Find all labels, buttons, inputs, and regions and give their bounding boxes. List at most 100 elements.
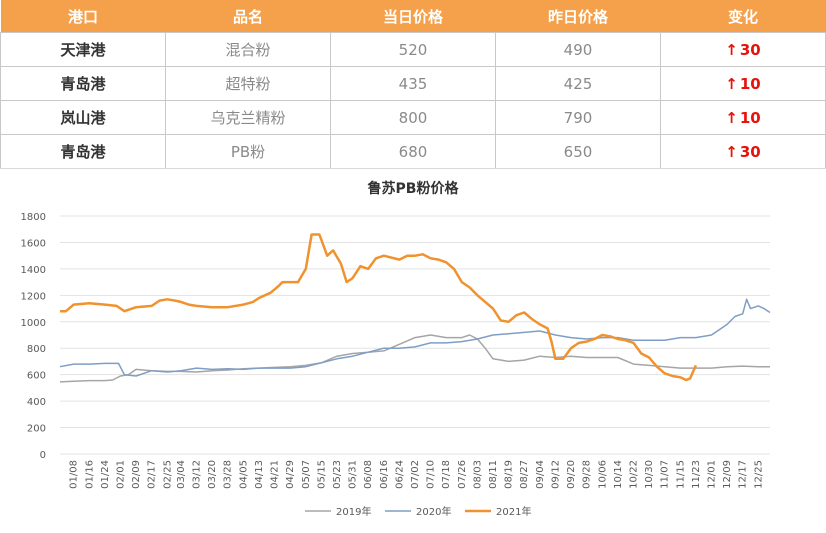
change-cell: ↑ 10 (660, 100, 826, 135)
x-tick-label: 07/26 (457, 460, 468, 489)
port-cell: 青岛港 (0, 134, 166, 169)
x-tick-label: 09/12 (550, 460, 561, 489)
x-tick-label: 03/12 (192, 460, 203, 489)
product-cell: 乌克兰精粉 (165, 100, 331, 135)
x-tick-label: 09/04 (535, 460, 546, 489)
x-tick-label: 05/15 (316, 460, 327, 489)
price-line-chart: 鲁苏PB粉价格 0 200 400 600 800 1000 1200 1400 1600 180… (21, 180, 771, 518)
x-tick-label: 08/11 (488, 460, 499, 489)
header-yesterday-price: 昨日价格 (495, 0, 661, 33)
x-tick-label: 04/21 (270, 460, 281, 489)
x-tick-label: 04/05 (238, 460, 249, 489)
x-tick-label: 02/25 (162, 460, 173, 489)
y-tick-label: 800 (27, 344, 46, 355)
change-cell: ↑ 10 (660, 66, 826, 101)
up-arrow-icon: ↑ (725, 142, 738, 161)
x-tick-label: 06/16 (379, 460, 390, 489)
product-cell: PB粉 (165, 134, 331, 169)
today-price-cell: 800 (330, 100, 496, 135)
yesterday-price-cell: 790 (495, 100, 661, 135)
x-tick-label: 08/27 (519, 460, 530, 489)
port-cell: 青岛港 (0, 66, 166, 101)
x-axis-ticks: 01/08 01/16 01/24 02/01 02/09 02/17 02/25 03/04… (69, 460, 765, 489)
yesterday-price-cell: 425 (495, 66, 661, 101)
x-tick-label: 11/15 (675, 460, 686, 489)
x-tick-label: 01/08 (69, 460, 80, 489)
x-tick-label: 06/24 (394, 460, 405, 489)
today-price-cell: 435 (330, 66, 496, 101)
x-tick-label: 08/03 (472, 460, 483, 489)
change-value: 30 (739, 142, 761, 161)
yesterday-price-cell: 650 (495, 134, 661, 169)
x-tick-label: 05/07 (301, 460, 312, 489)
legend-label: 2019年 (336, 505, 371, 518)
x-tick-label: 03/28 (223, 460, 234, 489)
y-tick-label: 1200 (21, 291, 46, 302)
x-tick-label: 12/01 (706, 460, 717, 489)
header-product: 品名 (165, 0, 331, 33)
y-tick-label: 1600 (21, 238, 46, 249)
x-tick-label: 07/10 (426, 460, 437, 489)
x-tick-label: 12/09 (722, 460, 733, 489)
change-value: 10 (739, 108, 761, 127)
x-tick-label: 08/19 (504, 460, 515, 489)
header-port: 港口 (0, 0, 166, 33)
x-tick-label: 07/18 (441, 460, 452, 489)
product-cell: 超特粉 (165, 66, 331, 101)
y-tick-label: 1400 (21, 265, 46, 276)
x-tick-label: 12/17 (738, 460, 749, 489)
table-row: 青岛港 超特粉 435 425 ↑ 10 (0, 66, 826, 101)
x-tick-label: 07/02 (410, 460, 421, 489)
x-tick-label: 03/20 (207, 460, 218, 489)
up-arrow-icon: ↑ (725, 40, 738, 59)
x-tick-label: 09/28 (582, 460, 593, 489)
legend-label: 2020年 (416, 505, 451, 518)
x-tick-label: 09/20 (566, 460, 577, 489)
y-axis-ticks: 0 200 400 600 800 1000 1200 1400 1600 1800 (21, 212, 46, 461)
y-tick-label: 0 (40, 450, 46, 461)
x-tick-label: 03/04 (176, 460, 187, 489)
yesterday-price-cell: 490 (495, 32, 661, 67)
x-tick-label: 10/06 (597, 460, 608, 489)
x-tick-label: 04/29 (285, 460, 296, 489)
x-tick-label: 02/17 (147, 460, 158, 489)
change-cell: ↑ 30 (660, 134, 826, 169)
x-tick-label: 11/07 (660, 460, 671, 489)
change-value: 10 (739, 74, 761, 93)
x-tick-label: 12/25 (753, 460, 764, 489)
header-change: 变化 (660, 0, 826, 33)
series-line-2020年 (59, 298, 771, 377)
series-lines (59, 233, 771, 383)
y-tick-label: 1800 (21, 212, 46, 223)
y-tick-label: 400 (27, 397, 46, 408)
legend-label: 2021年 (496, 505, 531, 518)
up-arrow-icon: ↑ (725, 108, 738, 127)
y-tick-label: 600 (27, 371, 46, 382)
x-tick-label: 01/16 (84, 460, 95, 489)
chart-title: 鲁苏PB粉价格 (367, 180, 460, 197)
x-tick-label: 11/23 (691, 460, 702, 489)
y-tick-label: 200 (27, 424, 46, 435)
price-table: 港口 品名 当日价格 昨日价格 变化 天津港 混合粉 520 490 ↑ 30 青… (0, 0, 826, 169)
x-tick-label: 10/22 (628, 460, 639, 489)
y-tick-label: 1000 (21, 318, 46, 329)
product-cell: 混合粉 (165, 32, 331, 67)
x-tick-label: 10/30 (644, 460, 655, 489)
up-arrow-icon: ↑ (725, 74, 738, 93)
table-row: 天津港 混合粉 520 490 ↑ 30 (0, 32, 826, 67)
table-header-row: 港口 品名 当日价格 昨日价格 变化 (0, 0, 826, 33)
chart-legend: 2019年 2020年 2021年 (305, 505, 531, 518)
port-cell: 天津港 (0, 32, 166, 67)
x-tick-label: 10/14 (613, 460, 624, 489)
today-price-cell: 520 (330, 32, 496, 67)
x-tick-label: 02/01 (115, 460, 126, 489)
header-today-price: 当日价格 (330, 0, 496, 33)
port-cell: 岚山港 (0, 100, 166, 135)
chart-gridlines (60, 215, 770, 455)
x-tick-label: 04/13 (254, 460, 265, 489)
x-tick-label: 05/23 (332, 460, 343, 489)
price-chart: 鲁苏PB粉价格 0 200 400 600 800 1000 1200 1400 1600 180… (0, 168, 826, 529)
series-line-2021年 (60, 233, 698, 382)
change-cell: ↑ 30 (660, 32, 826, 67)
table-row: 岚山港 乌克兰精粉 800 790 ↑ 10 (0, 100, 826, 135)
